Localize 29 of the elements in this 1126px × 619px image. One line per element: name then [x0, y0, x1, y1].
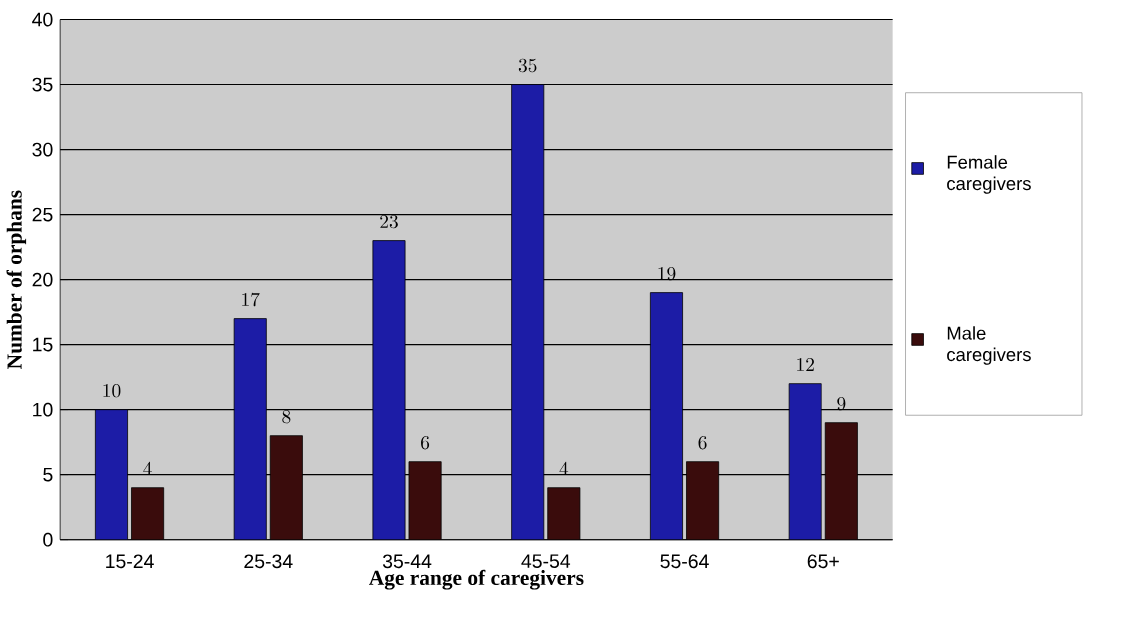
x-tick-label: 35-44: [382, 554, 432, 569]
data-label: 8: [282, 410, 291, 424]
y-tick-label: 5: [43, 468, 53, 482]
y-tick-label: 15: [33, 337, 53, 352]
data-label: 6: [421, 436, 430, 450]
data-label: 23: [380, 215, 398, 229]
data-label: 10: [103, 384, 121, 398]
bar: [547, 487, 581, 540]
data-label: 6: [698, 436, 707, 450]
x-tick-label: 15-24: [106, 554, 154, 569]
x-tick-label: 55-64: [660, 554, 709, 569]
data-label: 12: [797, 358, 814, 372]
x-tick-label: 65+: [807, 554, 839, 569]
legend-label: Female caregivers: [947, 155, 1031, 194]
y-tick-label: 10: [33, 402, 53, 417]
x-tick-label: 45-54: [521, 554, 571, 569]
y-tick-label: 35: [32, 77, 53, 92]
bar: [131, 487, 165, 540]
y-tick-label: 0: [43, 532, 53, 547]
legend-label: Male caregivers: [947, 326, 1031, 365]
data-label: 35: [518, 58, 537, 73]
y-tick-label: 40: [32, 12, 53, 27]
x-axis-title: Age range of caregivers: [369, 569, 584, 590]
data-label: 17: [242, 292, 260, 307]
y-tick-label: 25: [32, 207, 53, 222]
y-tick-label: 20: [32, 272, 53, 287]
y-tick-label: 30: [32, 142, 53, 157]
x-tick-label: 25-34: [244, 554, 293, 569]
y-axis-title: Number of orphans: [6, 190, 27, 370]
